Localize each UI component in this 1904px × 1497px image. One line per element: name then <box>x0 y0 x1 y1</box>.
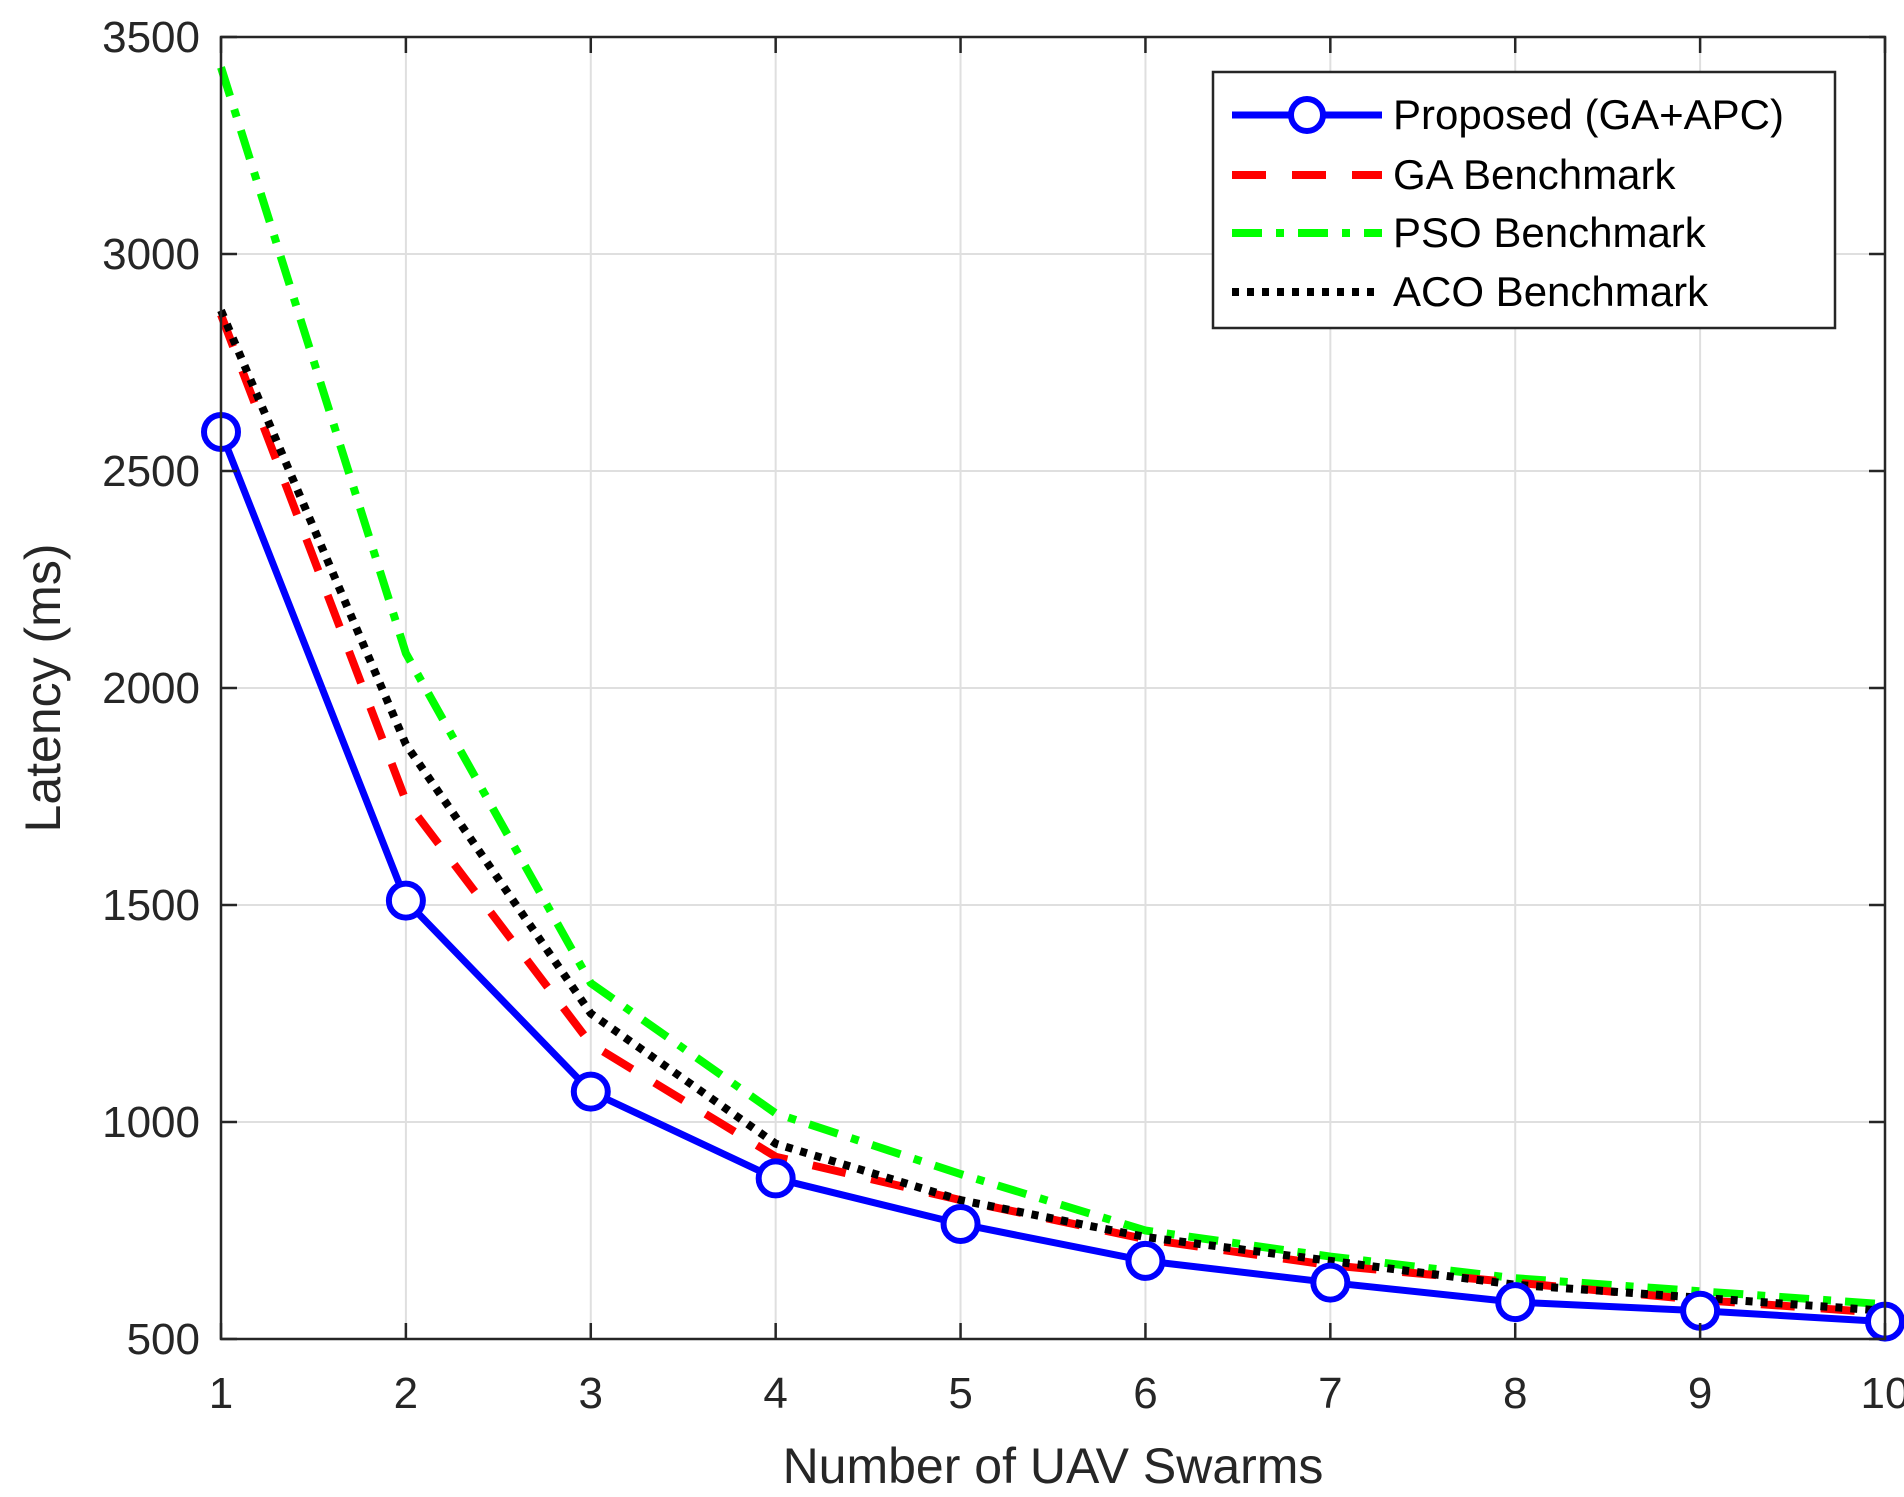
data-point-marker <box>1125 1240 1166 1281</box>
legend: Proposed (GA+APC) GA Benchmark PSO Benchma… <box>1211 70 1837 330</box>
series-line <box>217 308 1886 1315</box>
x-tick-label: 4 <box>763 1369 787 1418</box>
x-axis-label: Number of UAV Swarms <box>783 1438 1324 1494</box>
legend-label: ACO Benchmark <box>1393 268 1709 315</box>
legend-label: GA Benchmark <box>1393 151 1676 198</box>
data-point-marker <box>570 1071 611 1112</box>
data-point-marker <box>1310 1262 1351 1303</box>
y-axis-label: Latency (ms) <box>15 544 71 833</box>
data-point-marker <box>1495 1282 1536 1323</box>
y-tick-label: 500 <box>127 1315 200 1364</box>
series-line <box>217 66 1886 1309</box>
data-point-marker <box>385 880 426 921</box>
legend-entry: GA Benchmark <box>1232 151 1676 198</box>
x-tick-label: 10 <box>1861 1369 1904 1418</box>
series-line <box>217 313 1886 1317</box>
data-point-marker <box>1680 1290 1721 1331</box>
y-tick-label: 1500 <box>102 881 200 930</box>
x-tick-label: 5 <box>948 1369 972 1418</box>
y-tick-label: 3500 <box>102 13 200 62</box>
x-tick-label: 7 <box>1318 1369 1342 1418</box>
series-line <box>217 430 1886 1326</box>
ticks <box>219 35 1887 1341</box>
data-point-marker <box>940 1203 981 1244</box>
x-tick-label: 9 <box>1688 1369 1712 1418</box>
legend-entry: Proposed (GA+APC) <box>1232 91 1784 138</box>
legend-label: PSO Benchmark <box>1393 209 1707 256</box>
y-tick-label: 2000 <box>102 664 200 713</box>
tick-labels: 1 2 3 4 5 6 7 8 9 10 500 1000 1500 2000 2500 3000 3500 <box>102 13 1904 1418</box>
legend-box <box>1211 70 1837 330</box>
y-tick-label: 1000 <box>102 1098 200 1147</box>
y-tick-label: 2500 <box>102 447 200 496</box>
legend-entry: PSO Benchmark <box>1232 209 1707 256</box>
legend-marker <box>1288 96 1326 134</box>
legend-entries: Proposed (GA+APC) GA Benchmark PSO Benchma… <box>1232 91 1784 315</box>
x-tick-label: 2 <box>394 1369 418 1418</box>
y-tick-label: 3000 <box>102 230 200 279</box>
x-tick-label: 6 <box>1133 1369 1157 1418</box>
data-point-marker <box>755 1158 796 1199</box>
x-tick-label: 3 <box>579 1369 603 1418</box>
legend-label: Proposed (GA+APC) <box>1393 91 1784 138</box>
x-tick-label: 8 <box>1503 1369 1527 1418</box>
x-tick-label: 1 <box>209 1369 233 1418</box>
legend-entry: ACO Benchmark <box>1232 268 1709 315</box>
